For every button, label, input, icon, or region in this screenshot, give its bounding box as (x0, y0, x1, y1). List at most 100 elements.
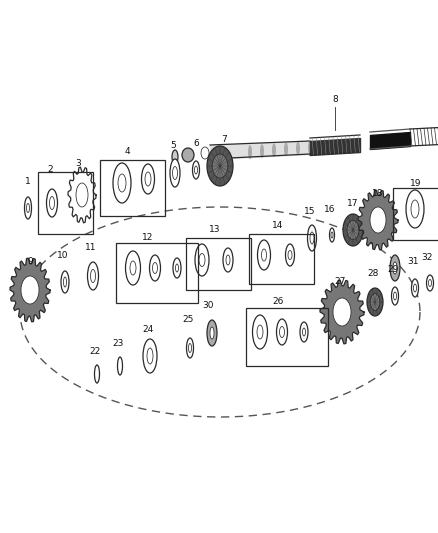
Ellipse shape (276, 319, 287, 345)
Ellipse shape (428, 279, 431, 287)
Ellipse shape (46, 189, 57, 217)
Ellipse shape (172, 150, 178, 164)
Ellipse shape (329, 228, 335, 242)
Ellipse shape (212, 154, 228, 178)
Bar (38, 172, 93, 234)
Text: 32: 32 (421, 253, 433, 262)
Ellipse shape (207, 146, 233, 186)
Ellipse shape (117, 357, 123, 375)
Ellipse shape (393, 262, 397, 274)
Ellipse shape (210, 327, 214, 339)
Ellipse shape (91, 270, 95, 282)
Ellipse shape (187, 338, 194, 358)
Ellipse shape (296, 142, 300, 155)
Text: 27: 27 (334, 278, 346, 287)
Ellipse shape (113, 163, 131, 203)
Ellipse shape (21, 276, 39, 304)
Ellipse shape (347, 221, 359, 240)
Ellipse shape (64, 277, 67, 287)
Ellipse shape (188, 343, 191, 352)
Bar (249, 234, 314, 284)
Text: 8: 8 (332, 95, 338, 104)
Ellipse shape (411, 279, 418, 297)
Text: 19: 19 (410, 180, 422, 189)
Text: 18: 18 (372, 189, 384, 198)
Polygon shape (358, 190, 398, 250)
Ellipse shape (194, 166, 198, 174)
Ellipse shape (261, 249, 266, 261)
Text: 23: 23 (112, 338, 124, 348)
Text: 7: 7 (221, 135, 227, 144)
Ellipse shape (25, 197, 32, 219)
Text: 13: 13 (209, 225, 221, 235)
Text: 1: 1 (25, 177, 31, 187)
Ellipse shape (27, 204, 29, 213)
Text: 15: 15 (304, 207, 316, 216)
Ellipse shape (143, 339, 157, 373)
Ellipse shape (310, 232, 314, 244)
Ellipse shape (308, 141, 312, 154)
Text: 11: 11 (85, 244, 97, 253)
Text: 12: 12 (142, 233, 154, 243)
Bar (116, 243, 198, 303)
Ellipse shape (199, 254, 205, 266)
Ellipse shape (88, 262, 99, 290)
Text: 2: 2 (47, 166, 53, 174)
Ellipse shape (343, 214, 363, 246)
Text: 29: 29 (387, 265, 399, 274)
Ellipse shape (286, 244, 294, 266)
Ellipse shape (300, 322, 308, 342)
Ellipse shape (118, 174, 126, 192)
Ellipse shape (149, 255, 160, 281)
Ellipse shape (406, 190, 424, 228)
Ellipse shape (390, 255, 400, 281)
Ellipse shape (284, 143, 288, 156)
Ellipse shape (288, 251, 292, 260)
Ellipse shape (207, 320, 217, 346)
Ellipse shape (427, 275, 434, 291)
Ellipse shape (260, 144, 264, 158)
Ellipse shape (49, 197, 54, 209)
Ellipse shape (411, 200, 419, 218)
Ellipse shape (95, 365, 99, 383)
Ellipse shape (257, 325, 263, 339)
Text: 30: 30 (202, 301, 214, 310)
Text: 28: 28 (367, 270, 379, 279)
Ellipse shape (176, 264, 179, 272)
Ellipse shape (201, 147, 209, 159)
Ellipse shape (226, 255, 230, 265)
Bar (393, 188, 438, 240)
Text: 16: 16 (324, 206, 336, 214)
Bar (246, 308, 328, 366)
Text: 3: 3 (75, 158, 81, 167)
Ellipse shape (307, 225, 317, 251)
Text: 31: 31 (407, 257, 419, 266)
Text: 5: 5 (170, 141, 176, 149)
Ellipse shape (223, 248, 233, 272)
Ellipse shape (147, 348, 153, 364)
Ellipse shape (141, 164, 155, 194)
Bar (186, 238, 251, 290)
Ellipse shape (370, 294, 380, 310)
Ellipse shape (152, 262, 158, 273)
Ellipse shape (145, 172, 151, 186)
Ellipse shape (173, 166, 177, 180)
Ellipse shape (303, 328, 305, 336)
Text: 22: 22 (89, 348, 101, 357)
Text: 10: 10 (57, 252, 69, 261)
Ellipse shape (130, 261, 136, 275)
Ellipse shape (393, 292, 396, 300)
Ellipse shape (170, 159, 180, 187)
Ellipse shape (392, 287, 399, 305)
Ellipse shape (61, 271, 69, 293)
Ellipse shape (331, 232, 333, 238)
Bar (100, 160, 165, 216)
Polygon shape (10, 258, 50, 322)
Text: 26: 26 (272, 297, 284, 306)
Text: 6: 6 (193, 139, 199, 148)
Ellipse shape (126, 251, 141, 285)
Ellipse shape (272, 143, 276, 157)
Text: 4: 4 (124, 148, 130, 157)
Ellipse shape (195, 244, 209, 276)
Polygon shape (320, 280, 364, 344)
